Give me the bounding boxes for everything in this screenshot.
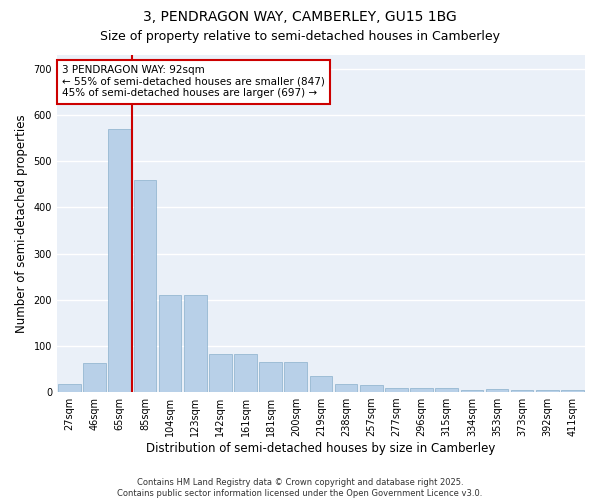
Bar [461, 390, 483, 392]
Text: Size of property relative to semi-detached houses in Camberley: Size of property relative to semi-detach… [100, 30, 500, 43]
Bar [184, 295, 206, 392]
X-axis label: Distribution of semi-detached houses by size in Camberley: Distribution of semi-detached houses by … [146, 442, 496, 455]
Bar [83, 364, 106, 392]
Bar [485, 389, 508, 392]
Bar [159, 295, 181, 392]
Bar [209, 354, 232, 392]
Y-axis label: Number of semi-detached properties: Number of semi-detached properties [15, 114, 28, 333]
Bar [410, 388, 433, 392]
Bar [436, 388, 458, 392]
Bar [310, 376, 332, 392]
Bar [134, 180, 156, 392]
Text: 3, PENDRAGON WAY, CAMBERLEY, GU15 1BG: 3, PENDRAGON WAY, CAMBERLEY, GU15 1BG [143, 10, 457, 24]
Bar [360, 385, 383, 392]
Bar [234, 354, 257, 392]
Bar [561, 390, 584, 392]
Bar [284, 362, 307, 392]
Bar [385, 388, 408, 392]
Text: 3 PENDRAGON WAY: 92sqm
← 55% of semi-detached houses are smaller (847)
45% of se: 3 PENDRAGON WAY: 92sqm ← 55% of semi-det… [62, 65, 325, 98]
Bar [335, 384, 358, 392]
Text: Contains HM Land Registry data © Crown copyright and database right 2025.
Contai: Contains HM Land Registry data © Crown c… [118, 478, 482, 498]
Bar [536, 390, 559, 392]
Bar [58, 384, 81, 392]
Bar [259, 362, 282, 392]
Bar [109, 129, 131, 392]
Bar [511, 390, 533, 392]
